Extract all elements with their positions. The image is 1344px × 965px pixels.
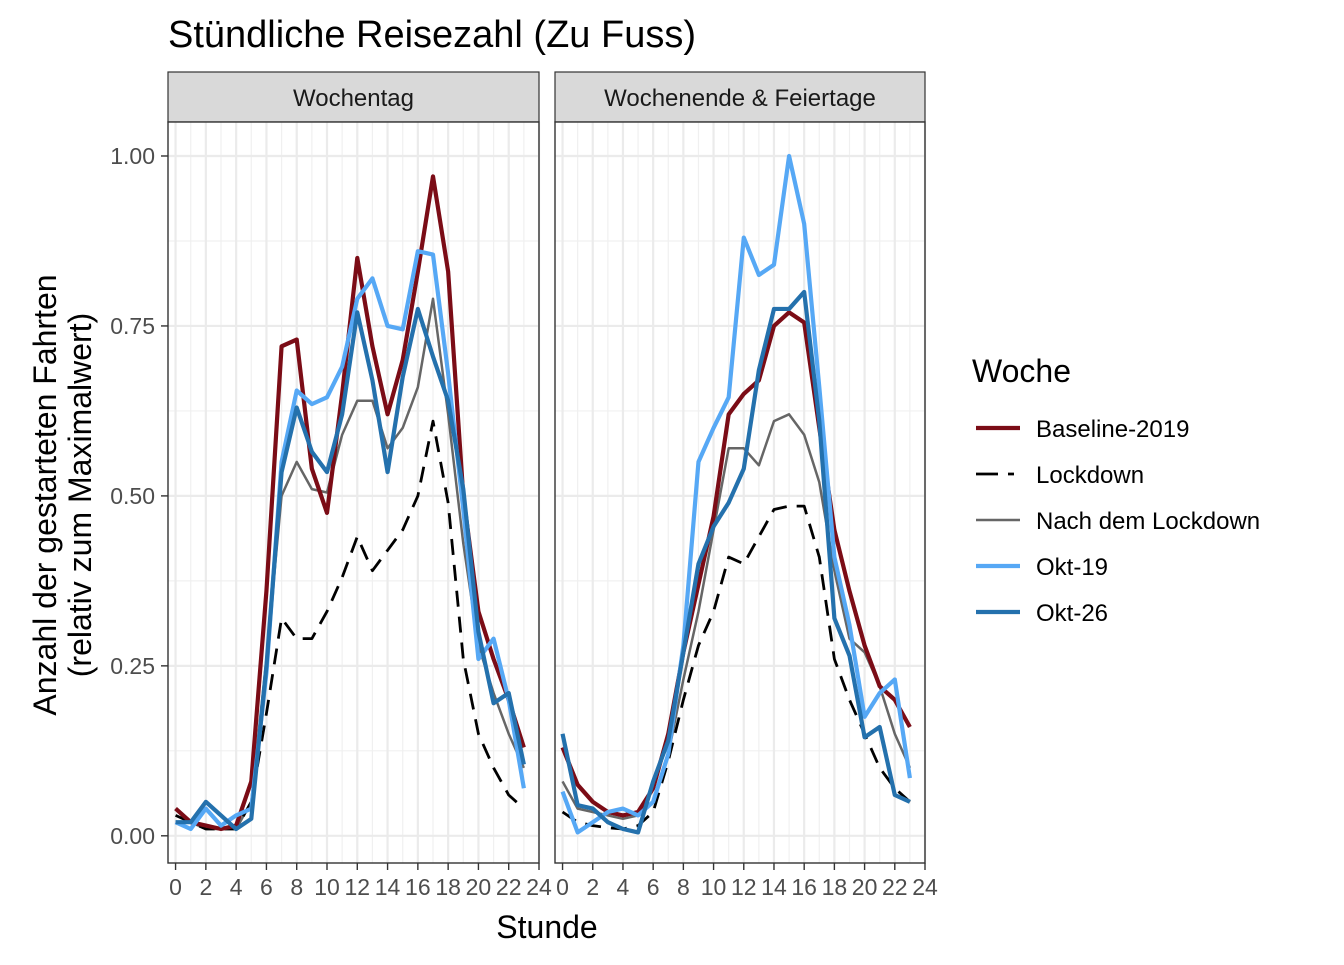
grid-wochenende: [555, 122, 927, 863]
legend-items: Baseline-2019 Lockdown Nach dem Lockdown Ok…: [976, 416, 1260, 627]
x-tick-label: 10: [314, 874, 340, 900]
panel-frame-wochentag: [167, 121, 540, 864]
legend: Woche Baseline-2019 Lockdown Nach dem Lock…: [972, 353, 1260, 627]
chart-title: Stündliche Reisezahl (Zu Fuss): [168, 14, 696, 56]
x-tick-label: 0: [556, 874, 569, 900]
legend-item: Okt-26: [976, 600, 1108, 627]
x-tick-label: 14: [761, 874, 787, 900]
x-tick-label: 8: [290, 874, 303, 900]
legend-label: Baseline-2019: [1036, 416, 1189, 443]
x-tick-label: 24: [912, 874, 938, 900]
series-lines-wochenende: [560, 153, 912, 835]
x-tick-label: 2: [586, 874, 599, 900]
series-lines-wochentag: [174, 174, 526, 832]
legend-item: Baseline-2019: [976, 416, 1189, 443]
x-tick-label: 6: [647, 874, 660, 900]
x-axis-wochenende: 0 2 4 6 8 10 12 14 16 18 20 22 24: [556, 863, 938, 900]
x-tick-label: 6: [260, 874, 273, 900]
x-tick-label: 20: [466, 874, 492, 900]
series-line-okt-26: [175, 306, 526, 832]
panel-background: [168, 122, 539, 863]
legend-label: Lockdown: [1036, 462, 1144, 489]
x-tick-label: 8: [677, 874, 690, 900]
series-line-okt-19: [174, 249, 526, 832]
panel-wochenende: Wochenende & Feiertage 0 2 4 6 8 10 12 14 16 18 20…: [554, 71, 938, 900]
x-tick-label: 16: [791, 874, 817, 900]
y-tick-label: 0.50: [110, 483, 155, 509]
panel-wochentag: Wochentag 0 2 4 6 8 10 12 14 16 18 20 22 24: [167, 71, 552, 900]
x-tick-label: 4: [230, 874, 243, 900]
x-tick-label: 16: [405, 874, 431, 900]
series-line-baseline-2019: [560, 310, 912, 818]
panel-frame-wochenende: [554, 121, 926, 864]
x-axis-wochentag: 0 2 4 6 8 10 12 14 16 18 20 22 24: [169, 863, 552, 900]
series-line-okt-19: [560, 153, 912, 835]
series-line-okt-26: [560, 289, 911, 835]
x-tick-label: 22: [882, 874, 908, 900]
y-axis-title: Anzahl der gestarteten Fahrten (relativ …: [27, 274, 98, 715]
legend-item: Lockdown: [976, 462, 1144, 489]
strip-wochentag: [167, 71, 540, 123]
y-axis-title-line1: Anzahl der gestarteten Fahrten: [27, 274, 63, 715]
x-tick-label: 10: [701, 874, 727, 900]
x-tick-label: 0: [169, 874, 182, 900]
y-tick-label: 1.00: [110, 143, 155, 169]
strip-label-wochentag: Wochentag: [293, 85, 414, 112]
legend-item: Nach dem Lockdown: [976, 508, 1260, 535]
panel-background: [555, 122, 925, 863]
grid-wochentag: [168, 122, 541, 863]
legend-title: Woche: [972, 353, 1071, 389]
x-tick-label: 18: [822, 874, 848, 900]
x-tick-label: 22: [496, 874, 522, 900]
x-tick-label: 2: [199, 874, 212, 900]
x-tick-label: 24: [526, 874, 552, 900]
legend-label: Nach dem Lockdown: [1036, 508, 1260, 535]
y-tick-label: 0.75: [110, 313, 155, 339]
y-axis-title-line2: (relativ zum Maximalwert): [62, 313, 98, 677]
legend-label: Okt-19: [1036, 554, 1108, 581]
y-tick-label: 0.00: [110, 823, 155, 849]
y-tick-label: 0.25: [110, 653, 155, 679]
strip-wochenende: [554, 71, 926, 123]
y-axis: 0.00 0.25 0.50 0.75 1.00: [110, 143, 168, 849]
legend-item: Okt-19: [976, 554, 1108, 581]
x-tick-label: 18: [435, 874, 461, 900]
x-tick-label: 20: [852, 874, 878, 900]
legend-label: Okt-26: [1036, 600, 1108, 627]
x-tick-label: 4: [617, 874, 630, 900]
x-tick-label: 12: [731, 874, 757, 900]
x-tick-label: 12: [344, 874, 370, 900]
strip-label-wochenende: Wochenende & Feiertage: [604, 85, 876, 112]
x-axis-title: Stunde: [496, 909, 597, 945]
x-tick-label: 14: [375, 874, 401, 900]
